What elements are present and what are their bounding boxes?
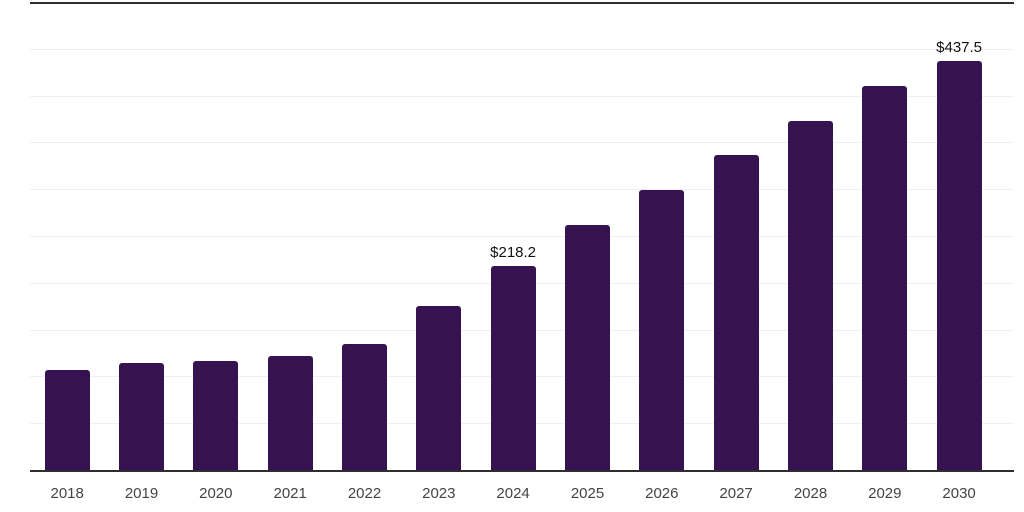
bar-2019 <box>119 362 164 470</box>
gridline-350 <box>30 142 1014 144</box>
x-tick-2025: 2025 <box>570 485 605 502</box>
x-tick-2030: 2030 <box>942 485 976 502</box>
gridline-400 <box>30 95 1014 97</box>
bar-2025 <box>565 224 610 470</box>
bar-2030 <box>936 60 982 470</box>
bar-2018 <box>44 369 90 470</box>
bar-2024 <box>490 265 536 470</box>
x-tick-2020: 2020 <box>199 485 233 502</box>
bar-2028 <box>788 120 833 470</box>
x-tick-2026: 2026 <box>645 485 679 502</box>
bar-2023 <box>416 306 462 470</box>
bar-2027 <box>713 154 759 470</box>
x-tick-2028: 2028 <box>793 485 828 502</box>
bar-2026 <box>639 189 685 470</box>
bar-value-label-2030: $437.5 <box>936 38 983 56</box>
bar-value-label-2024: $218.2 <box>490 243 537 261</box>
gridline-300 <box>30 189 1014 191</box>
plot-top-border <box>30 2 1014 4</box>
x-tick-2024: 2024 <box>496 485 530 502</box>
gridline-450 <box>30 48 1014 50</box>
bar-2020 <box>193 361 239 470</box>
gridline-250 <box>30 236 1014 237</box>
x-tick-2018: 2018 <box>50 485 84 502</box>
x-tick-2027: 2027 <box>719 485 753 502</box>
x-tick-2029: 2029 <box>868 485 902 502</box>
bar-2029 <box>862 86 908 470</box>
x-axis-line <box>30 470 1014 472</box>
bar-2021 <box>267 356 313 470</box>
x-tick-2023: 2023 <box>422 485 456 502</box>
bar-2022 <box>342 344 387 470</box>
x-tick-2019: 2019 <box>124 485 159 502</box>
x-tick-2021: 2021 <box>273 485 307 502</box>
x-tick-2022: 2022 <box>347 485 382 502</box>
